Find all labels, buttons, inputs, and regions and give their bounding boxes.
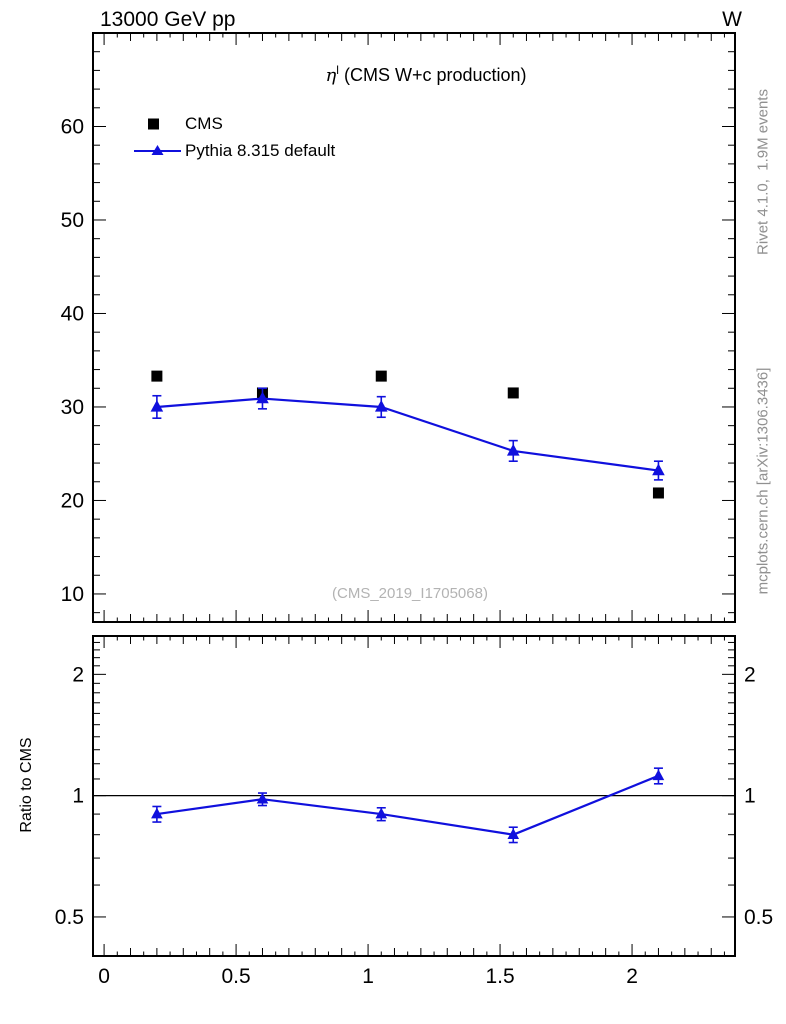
x-tick-label: 0.5 xyxy=(221,965,250,988)
y-tick-label: 20 xyxy=(61,489,84,512)
beam-energy-label: 13000 GeV pp xyxy=(100,8,236,31)
ratio-tick-label: 0.5 xyxy=(55,906,84,929)
pythia-data-point xyxy=(506,443,520,456)
y-tick-label: 30 xyxy=(61,396,84,419)
y-tick-label: 50 xyxy=(61,209,84,232)
y-tick-label: 60 xyxy=(61,115,84,138)
legend-label-cms: CMS xyxy=(185,113,223,133)
ratio-data-point xyxy=(151,807,163,819)
cms-data-point xyxy=(151,370,163,382)
pythia-data-point xyxy=(652,463,665,476)
x-tick-label: 2 xyxy=(626,965,638,988)
title-text: (CMS W+c production) xyxy=(338,65,527,85)
rivet-version-note: Rivet 4.1.0, 1.9M events xyxy=(754,89,772,255)
ratio-tick-label: 1 xyxy=(744,785,756,808)
pythia-data-point xyxy=(374,399,388,412)
x-tick-label: 1.5 xyxy=(485,965,514,988)
cms-data-point xyxy=(652,487,664,499)
ratio-tick-label: 1 xyxy=(72,785,84,808)
pythia-line xyxy=(156,397,659,472)
cms-data-point xyxy=(375,370,387,382)
x-tick-label: 0 xyxy=(98,965,110,988)
analysis-id-watermark: (CMS_2019_I1705068) xyxy=(332,585,488,602)
y-tick-label: 40 xyxy=(61,302,84,325)
process-label: W xyxy=(722,8,742,31)
eta-symbol: η xyxy=(325,65,337,86)
ratio-tick-label: 2 xyxy=(72,663,84,686)
x-tick-label: 1 xyxy=(362,965,374,988)
ratio-tick-label: 2 xyxy=(744,663,756,686)
pythia-data-point xyxy=(150,399,164,412)
legend: CMS Pythia 8.315 default xyxy=(128,110,335,164)
legend-item-cms: CMS xyxy=(128,110,335,137)
ratio-data-point xyxy=(652,769,665,781)
ratio-data-point xyxy=(256,792,269,804)
title-superscript: l xyxy=(336,63,339,77)
pythia-data-point xyxy=(256,391,269,404)
ratio-tick-label: 0.5 xyxy=(744,906,773,929)
ratio-axis-label: Ratio to CMS xyxy=(18,737,35,833)
legend-item-pythia: Pythia 8.315 default xyxy=(128,137,335,164)
ratio-data-point xyxy=(375,807,388,819)
y-tick-label: 10 xyxy=(61,583,84,606)
cms-data-point xyxy=(507,387,519,399)
main-frame xyxy=(92,32,736,623)
plot-title: ηl (CMS W+c production) xyxy=(105,63,747,86)
legend-label-pythia: Pythia 8.315 default xyxy=(185,140,336,160)
pythia-triangle-line-marker-icon xyxy=(128,144,185,158)
mcplots-arxiv-note: mcplots.cern.ch [arXiv:1306.3436] xyxy=(754,367,772,595)
ratio-line xyxy=(156,774,659,836)
ratio-data-point xyxy=(507,828,520,839)
cms-square-marker-icon xyxy=(128,118,185,130)
